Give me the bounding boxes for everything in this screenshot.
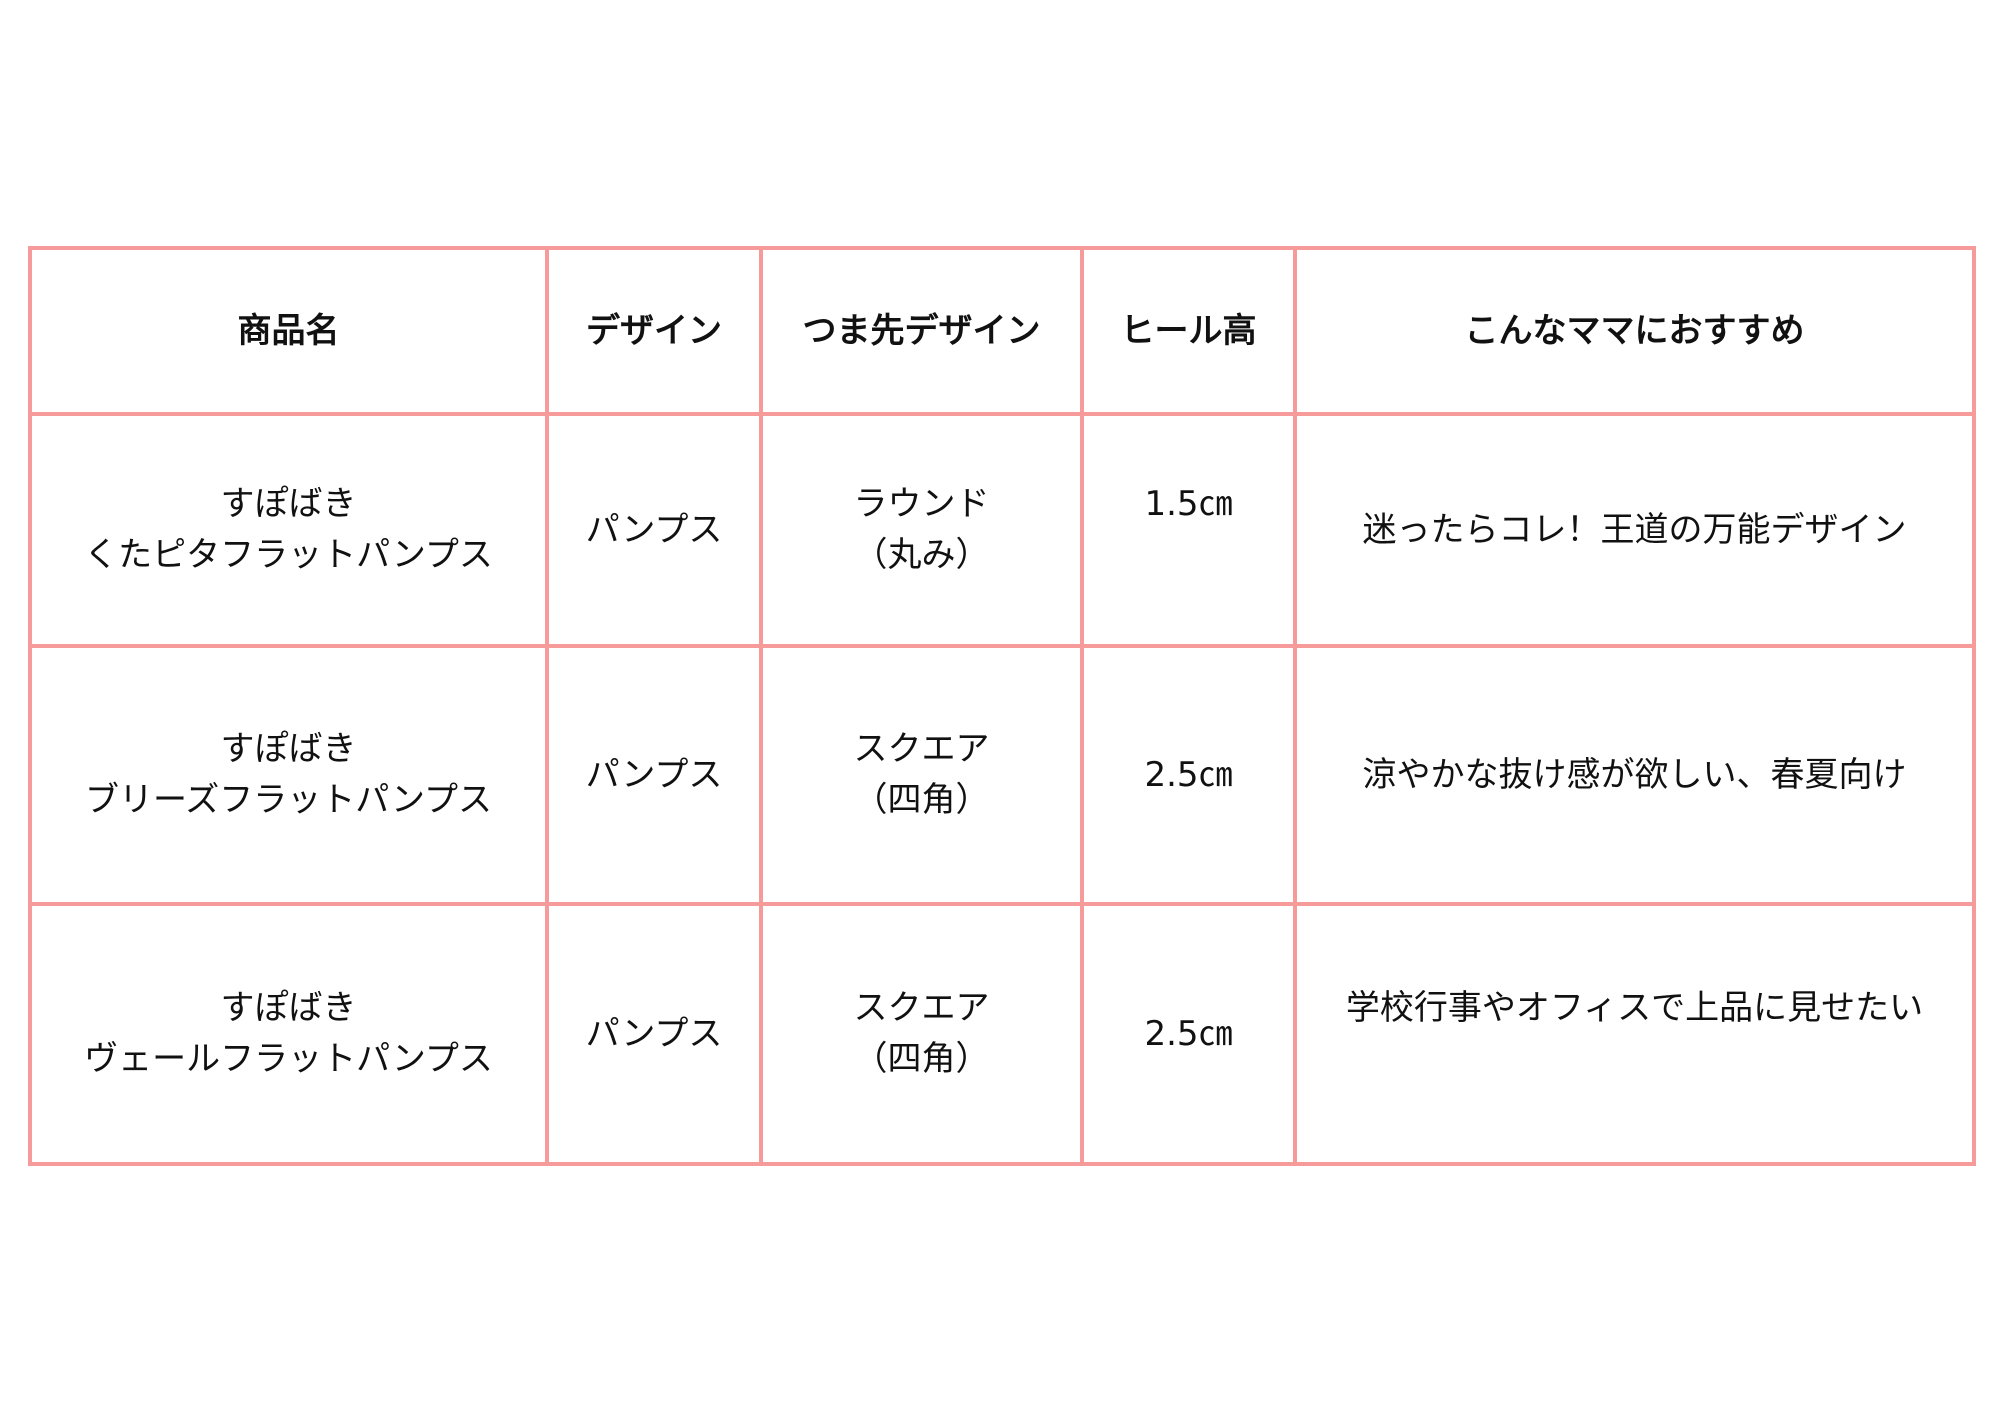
recommendation-cell: 学校行事やオフィスで上品に見せたい <box>1293 902 1976 1166</box>
recommendation-text: 学校行事やオフィスで上品に見せたい <box>1345 988 1924 1028</box>
toe-design-cell: スクエア （四角） <box>759 644 1084 906</box>
heel-height-cell: 1.5㎝ <box>1080 412 1297 648</box>
toe-shape: ラウンド <box>853 484 990 524</box>
toe-shape-note: （四角） <box>853 1039 990 1079</box>
header-heel-height: ヒール高 <box>1080 246 1297 416</box>
product-name-cell: すぽばき ヴェールフラットパンプス <box>28 902 549 1166</box>
toe-shape-note: （丸み） <box>853 535 990 575</box>
product-name-cell: すぽばき ブリーズフラットパンプス <box>28 644 549 906</box>
table-row: すぽばき ブリーズフラットパンプス パンプス スクエア （四角） 2.5㎝ 涼や… <box>28 644 1976 906</box>
header-toe-design: つま先デザイン <box>759 246 1084 416</box>
product-model: ヴェールフラットパンプス <box>84 1039 493 1079</box>
recommendation-cell: 迷ったらコレ！王道の万能デザイン <box>1293 412 1976 648</box>
toe-shape: スクエア <box>853 729 990 769</box>
product-brand: すぽばき <box>220 988 357 1028</box>
toe-design-cell: スクエア （四角） <box>759 902 1084 1166</box>
product-name-cell: すぽばき くたピタフラットパンプス <box>28 412 549 648</box>
design-cell: パンプス <box>545 644 763 906</box>
recommendation-cell: 涼やかな抜け感が欲しい、春夏向け <box>1293 644 1976 906</box>
product-brand: すぽばき <box>220 484 357 524</box>
table-row: すぽばき ヴェールフラットパンプス パンプス スクエア （四角） 2.5㎝ 学校… <box>28 902 1976 1166</box>
product-brand: すぽばき <box>220 729 357 769</box>
design-cell: パンプス <box>545 902 763 1166</box>
toe-shape: スクエア <box>853 988 990 1028</box>
heel-height: 1.5㎝ <box>1144 484 1233 524</box>
toe-shape-note: （四角） <box>853 780 990 820</box>
heel-height-cell: 2.5㎝ <box>1080 644 1297 906</box>
header-product-name: 商品名 <box>28 246 549 416</box>
product-model: ブリーズフラットパンプス <box>85 780 492 820</box>
design-cell: パンプス <box>545 412 763 648</box>
header-row: 商品名 デザイン つま先デザイン ヒール高 こんなママにおすすめ <box>28 246 1976 416</box>
product-model: くたピタフラットパンプス <box>84 535 493 575</box>
comparison-table: 商品名 デザイン つま先デザイン ヒール高 こんなママにおすすめ すぽばき くた… <box>28 246 1976 1166</box>
toe-design-cell: ラウンド （丸み） <box>759 412 1084 648</box>
header-recommendation: こんなママにおすすめ <box>1293 246 1976 416</box>
header-design: デザイン <box>545 246 763 416</box>
heel-height-cell: 2.5㎝ <box>1080 902 1297 1166</box>
table-row: すぽばき くたピタフラットパンプス パンプス ラウンド （丸み） 1.5㎝ 迷っ… <box>28 412 1976 648</box>
